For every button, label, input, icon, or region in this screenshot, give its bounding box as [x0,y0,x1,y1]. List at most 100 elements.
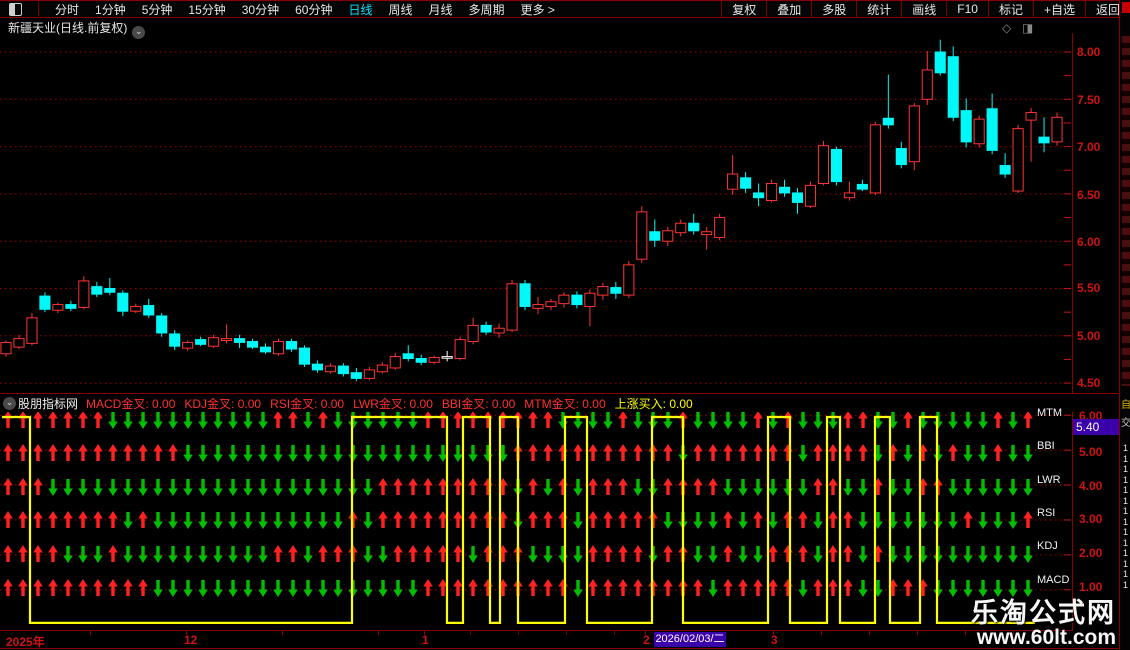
sidebar-digit: 1 [1123,464,1129,474]
layout-icon[interactable] [9,2,22,16]
row-label-macd: MACD [1037,574,1070,586]
period-tabs: 分时 1分钟 5分钟 15分钟 30分钟 60分钟 日线 周线 月线 多周期 更… [0,1,721,18]
row-label-rsi: RSI [1037,507,1056,519]
separator [38,2,39,16]
axis-tick [1013,631,1014,635]
current-value-badge: 5.40 [1073,419,1121,435]
axis-tick [821,631,822,635]
sidebar-digit: 1 [1123,569,1129,579]
sidebar-digit: 1 [1123,485,1129,495]
sidebar-char-top: 自 [1121,400,1130,411]
indicator-panel[interactable] [0,412,1073,631]
sidebar-digit: 1 [1123,443,1129,453]
indicator-canvas [0,412,1071,624]
back-button[interactable]: 返回 [1084,0,1130,18]
date-label-1: 1 [422,633,429,647]
date-label-3: 3 [771,633,778,647]
panel-toggle-icon[interactable]: ◨ [1022,21,1034,35]
sidebar-digit: 1 [1123,537,1129,548]
date-label-2025: 2025年 [6,635,45,649]
sidebar-vertical-text[interactable] [1122,36,1130,386]
row-label-kdj: KDJ [1037,540,1058,552]
ind-tick: 3.00 [1079,512,1103,526]
price-tick: 5.50 [1077,281,1101,295]
axis-tick [470,631,471,635]
axis-tick [518,631,519,635]
rsi-cross-value: RSI金叉: 0.00 [270,397,345,411]
period-toolbar: 分时 1分钟 5分钟 15分钟 30分钟 60分钟 日线 周线 月线 多周期 更… [0,0,1130,18]
axis-tick [965,631,966,635]
axis-tick [282,631,283,635]
axis-tick [645,631,646,635]
tab-weekly[interactable]: 周线 [388,2,413,17]
row-label-lwr: LWR [1037,474,1061,486]
mtm-cross-value: MTM金叉: 0.00 [524,397,606,411]
buy-signal-value: 上涨买入: 0.00 [614,397,693,411]
macd-cross-value: MACD金叉: 0.00 [86,397,176,411]
sidebar-digit: 1 [1123,527,1129,537]
axis-tick [869,631,870,635]
ind-tick: 2.00 [1079,546,1103,560]
price-tick: 5.00 [1077,329,1101,343]
ind-tick: 4.00 [1079,479,1103,493]
sidebar-red-block [1122,2,1130,13]
drawline-button[interactable]: 画线 [901,0,946,18]
diamond-icon[interactable]: ◇ [1002,21,1012,35]
collapse-icon[interactable]: ⌄ [3,397,16,410]
date-label-12: 12 [184,633,198,647]
indicator-source[interactable]: 股朋指标网 [18,397,79,411]
date-axis[interactable]: 2025年 12 1 2 3 2026/02/03/二 [0,631,1118,649]
multistock-button[interactable]: 多股 [811,0,856,18]
price-tick: 6.50 [1077,188,1101,202]
sidebar-digit: 1 [1123,453,1129,464]
price-tick: 8.00 [1077,45,1101,59]
row-label-mtm: MTM [1037,407,1063,419]
tab-5min[interactable]: 5分钟 [141,2,173,17]
tab-fenshi[interactable]: 分时 [55,2,80,17]
panel-divider [0,393,1118,394]
price-tick: 6.00 [1077,235,1101,249]
tab-more[interactable]: 更多 > [520,2,555,17]
sidebar-char-2: 交 [1121,418,1130,429]
mark-button[interactable]: 标记 [987,0,1033,18]
axis-tick [614,631,615,635]
kline-canvas [0,39,1071,384]
f10-button[interactable]: F10 [946,2,988,16]
axis-tick [378,631,379,635]
chart-titlebar: 新疆天业(日线.前复权) ⌄ ◇ ◨ [0,17,1118,39]
indicator-header: ⌄ 股朋指标网 MACD金叉: 0.00 KDJ金叉: 0.00 RSI金叉: … [0,395,1072,412]
tab-multiperiod[interactable]: 多周期 [468,2,505,17]
watermark: 乐淘公式网 www.60lt.com [971,598,1116,648]
sidebar-digit: 1 [1123,558,1129,569]
add-watchlist-button[interactable]: +自选 [1032,0,1085,18]
tab-1min[interactable]: 1分钟 [95,2,126,17]
tab-30min[interactable]: 30分钟 [241,2,280,17]
price-tick: 7.50 [1077,93,1101,107]
sidebar-digit: 1 [1123,495,1129,506]
tab-15min[interactable]: 15分钟 [188,2,226,17]
price-tick: 7.00 [1077,140,1101,154]
overlay-button[interactable]: 叠加 [766,0,811,18]
sidebar-digit: 1 [1123,579,1129,590]
stats-button[interactable]: 统计 [856,0,901,18]
main-kline-chart[interactable] [0,33,1073,393]
price-tick: 4.50 [1077,376,1101,390]
axis-tick [186,631,187,635]
chevron-down-icon[interactable]: ⌄ [132,26,146,39]
axis-tick [917,631,918,635]
kdj-cross-value: KDJ金叉: 0.00 [184,397,262,411]
ind-tick: 5.00 [1079,445,1103,459]
tab-daily-selected[interactable]: 日线 [348,2,373,17]
tab-60min[interactable]: 60分钟 [295,2,333,17]
tab-monthly[interactable]: 月线 [428,2,453,17]
lwr-cross-value: LWR金叉: 0.00 [353,397,433,411]
fuquan-button[interactable]: 复权 [721,0,766,18]
axis-tick [566,631,567,635]
axis-tick [773,631,774,635]
stock-title-text: 新疆天业(日线.前复权) [8,21,128,35]
watermark-url: www.60lt.com [976,626,1116,649]
sidebar-digit: 1 [1123,506,1129,516]
axis-tick [424,631,425,635]
date-label-2: 2 [643,633,650,647]
